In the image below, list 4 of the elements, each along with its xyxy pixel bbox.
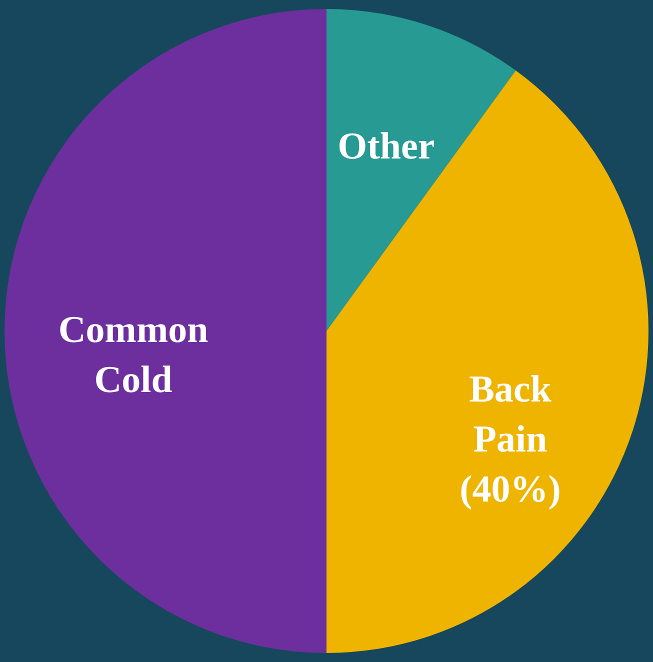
- slice-label: Other: [338, 125, 435, 168]
- slice-label: Common Cold: [58, 309, 208, 401]
- data-label: (40%): [460, 468, 561, 511]
- slice-label: Back Pain: [469, 368, 552, 461]
